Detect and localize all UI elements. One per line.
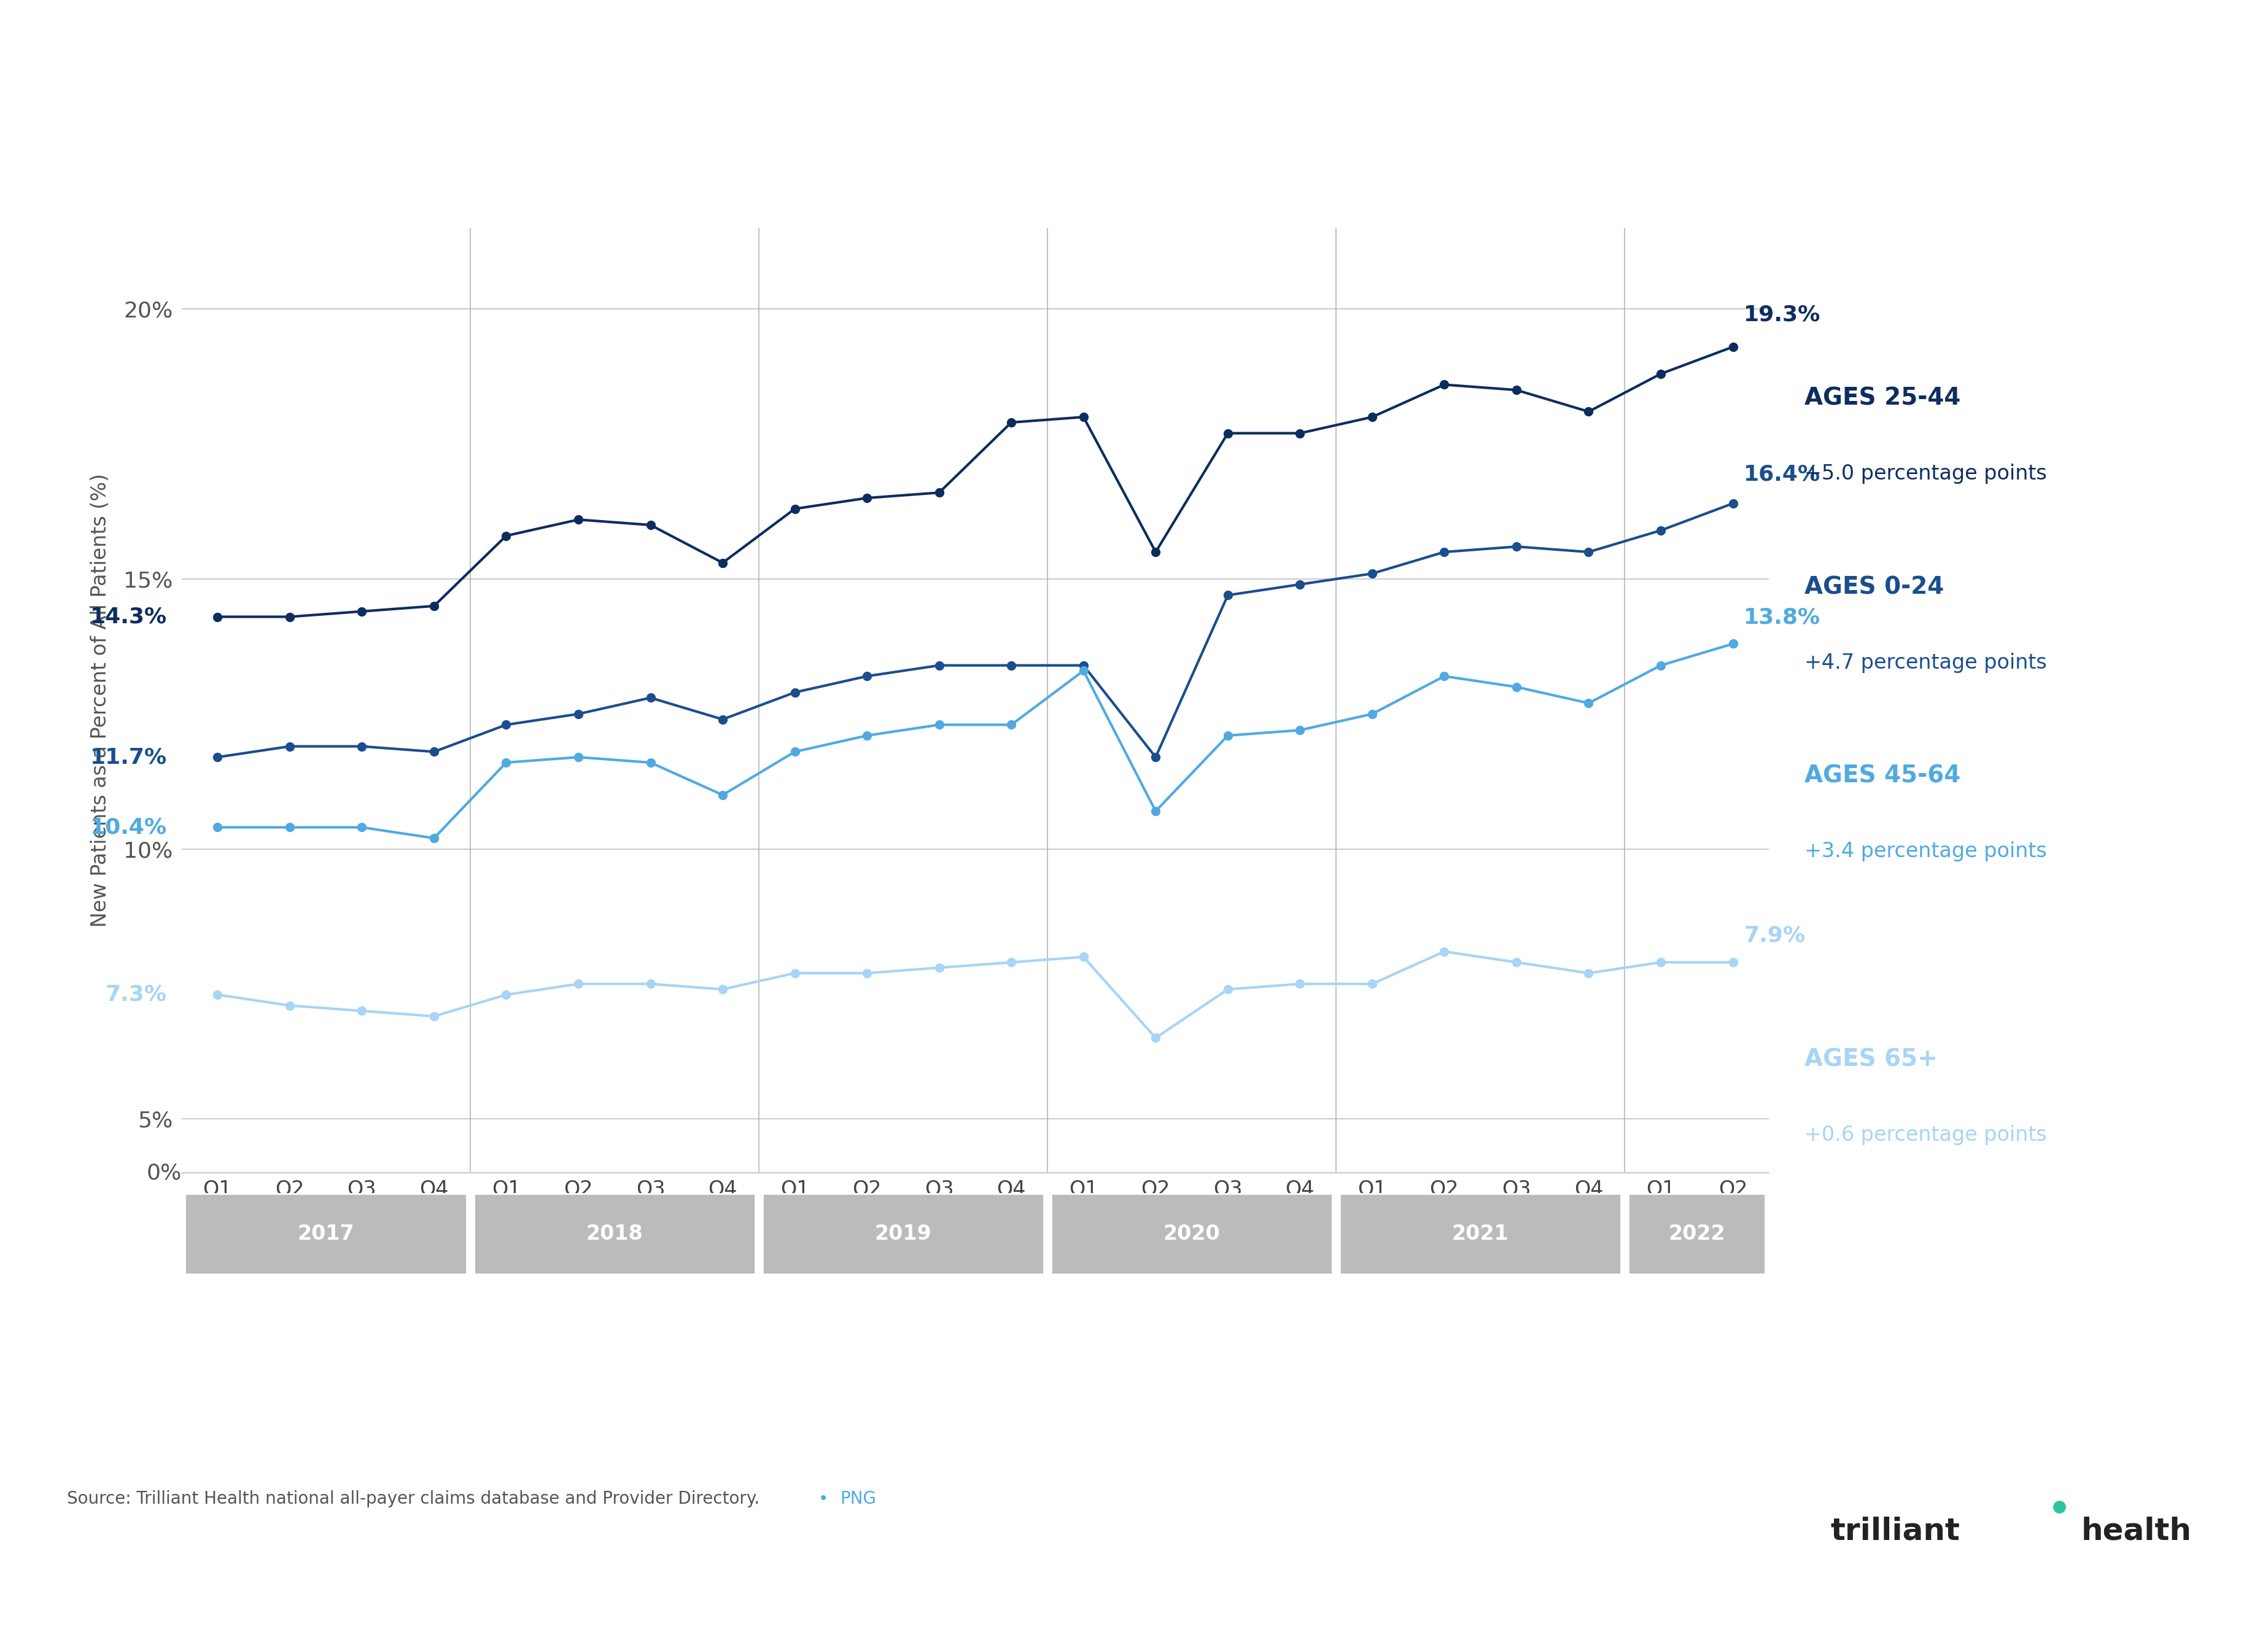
Text: 19.3%: 19.3% — [1744, 305, 1821, 326]
Text: 2017: 2017 — [297, 1223, 354, 1245]
FancyBboxPatch shape — [1628, 1194, 1765, 1274]
Text: 14.3%: 14.3% — [91, 606, 168, 627]
Text: 16.4%: 16.4% — [1744, 464, 1821, 484]
Text: 10.4%: 10.4% — [91, 816, 168, 837]
Text: health: health — [2082, 1517, 2191, 1546]
Text: Source: Trilliant Health national all-payer claims database and Provider Directo: Source: Trilliant Health national all-pa… — [68, 1491, 760, 1507]
Y-axis label: New Patients as a Percent of All Patients (%): New Patients as a Percent of All Patient… — [91, 474, 111, 927]
Text: •: • — [819, 1491, 828, 1507]
FancyBboxPatch shape — [474, 1194, 755, 1274]
FancyBboxPatch shape — [762, 1194, 1043, 1274]
Text: AGES 25-44: AGES 25-44 — [1805, 386, 1960, 411]
Text: 13.8%: 13.8% — [1744, 606, 1821, 627]
Text: 7.9%: 7.9% — [1744, 925, 1805, 946]
Text: 2022: 2022 — [1669, 1223, 1726, 1245]
Text: AGES 0-24: AGES 0-24 — [1805, 575, 1944, 599]
Text: 7.3%: 7.3% — [107, 984, 168, 1005]
Text: 2019: 2019 — [875, 1223, 932, 1245]
Text: +0.6 percentage points: +0.6 percentage points — [1805, 1126, 2046, 1145]
Text: FIGURE 1.: FIGURE 1. — [14, 72, 175, 99]
Text: AGES 45-64: AGES 45-64 — [1805, 764, 1960, 788]
Text: 2020: 2020 — [1163, 1223, 1220, 1245]
FancyBboxPatch shape — [1340, 1194, 1622, 1274]
FancyBboxPatch shape — [186, 1194, 467, 1274]
Text: 2021: 2021 — [1452, 1223, 1508, 1245]
Text: QUARTERLY, 2017-2022, BY AGE GROUP: QUARTERLY, 2017-2022, BY AGE GROUP — [286, 117, 814, 140]
Text: PNG: PNG — [839, 1491, 875, 1507]
Text: +4.7 percentage points: +4.7 percentage points — [1805, 653, 2046, 673]
Text: NEW PATIENTS AS A SHARE OF ALL PATIENTS AT U.S. ONCOLOGY PROVIDERS,: NEW PATIENTS AS A SHARE OF ALL PATIENTS … — [286, 36, 1325, 60]
Text: 11.7%: 11.7% — [91, 746, 168, 767]
Text: 2018: 2018 — [585, 1223, 642, 1245]
Text: AGES 65+: AGES 65+ — [1805, 1047, 1937, 1072]
FancyBboxPatch shape — [1050, 1194, 1334, 1274]
Text: +5.0 percentage points: +5.0 percentage points — [1805, 464, 2046, 484]
Text: trilliant: trilliant — [1830, 1517, 1960, 1546]
Text: +3.4 percentage points: +3.4 percentage points — [1805, 842, 2046, 862]
Text: 0%: 0% — [145, 1163, 181, 1183]
